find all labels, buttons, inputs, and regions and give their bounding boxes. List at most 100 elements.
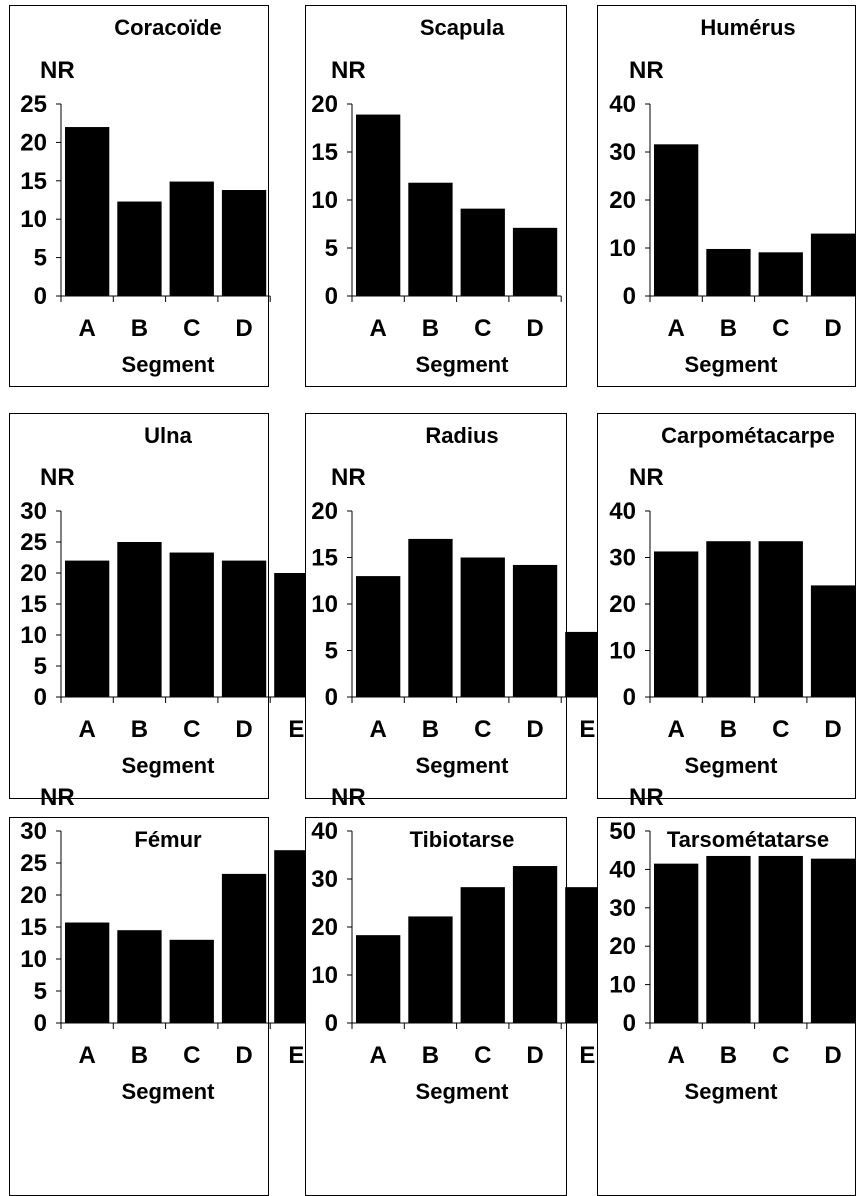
- chart-panel-5: Radius NR 0 5 10 15 20 A B C D E Segment: [305, 413, 614, 799]
- x-tick-label: B: [131, 716, 148, 743]
- y-tick-label: 0: [325, 283, 338, 310]
- x-tick-label: B: [720, 716, 737, 743]
- chart-title: Tarsométatarse: [667, 827, 829, 852]
- chart-frame: [597, 5, 856, 387]
- y-tick-label: 20: [20, 882, 47, 909]
- x-tick-label: D: [235, 716, 252, 743]
- bar-B: [408, 538, 453, 697]
- chart-title: Humérus: [700, 15, 795, 40]
- y-tick-label: 30: [609, 139, 636, 166]
- y-tick-label: 5: [34, 245, 47, 272]
- x-axis-label: Segment: [685, 352, 779, 377]
- y-tick-label: 0: [325, 1010, 338, 1037]
- x-tick-label: B: [720, 1042, 737, 1069]
- y-axis-label: NR: [629, 784, 664, 811]
- y-tick-label: 5: [325, 638, 338, 665]
- y-axis-label: NR: [331, 464, 366, 491]
- x-tick-label: C: [183, 1042, 200, 1069]
- bar-C: [758, 855, 803, 1023]
- x-tick-label: E: [579, 716, 595, 743]
- bar-B: [706, 855, 751, 1023]
- y-axis-label: NR: [629, 464, 664, 491]
- x-tick-label: C: [772, 1042, 789, 1069]
- y-tick-label: 25: [20, 529, 47, 556]
- bar-C: [460, 557, 505, 697]
- bar-A: [654, 551, 699, 697]
- chart-panel-2: Scapula NR 0 5 10 15 20 A B C D Segment: [305, 5, 567, 387]
- bar-B: [706, 541, 751, 697]
- y-tick-label: 20: [311, 498, 338, 525]
- chart-panel-3: HumérusNR010203040ABCDESegment: [597, 5, 856, 387]
- bar-C: [169, 181, 214, 296]
- bar-A: [356, 576, 401, 697]
- x-tick-label: A: [369, 716, 386, 743]
- x-tick-label: A: [667, 315, 684, 342]
- x-tick-label: E: [288, 1042, 304, 1069]
- y-tick-label: 50: [609, 818, 636, 845]
- y-tick-label: 15: [20, 914, 47, 941]
- x-tick-label: E: [579, 1042, 595, 1069]
- y-tick-label: 25: [20, 850, 47, 877]
- bar-B: [408, 182, 453, 296]
- chart-panel-7: Fémur NR 0 5 10 15 20 25 30 A B C D E Segment: [9, 784, 323, 1196]
- x-tick-label: A: [78, 315, 95, 342]
- y-tick-label: 10: [609, 972, 636, 999]
- x-tick-label: B: [422, 315, 439, 342]
- chart-panel-8: Tibiotarse NR 0 10 20 30 40 A B C D E Segment: [305, 784, 614, 1196]
- bar-D: [512, 866, 558, 1023]
- y-tick-label: 20: [20, 560, 47, 587]
- x-tick-label: C: [474, 315, 491, 342]
- y-axis-label: NR: [40, 784, 75, 811]
- x-axis-label: Segment: [122, 753, 216, 778]
- y-tick-label: 20: [609, 933, 636, 960]
- x-tick-label: A: [667, 1042, 684, 1069]
- x-tick-label: C: [474, 716, 491, 743]
- x-tick-label: D: [526, 315, 543, 342]
- chart-title: Ulna: [144, 423, 192, 448]
- bar-B: [408, 916, 453, 1023]
- x-tick-label: A: [78, 1042, 95, 1069]
- bar-C: [169, 552, 214, 697]
- bar-D: [512, 564, 558, 697]
- bar-C: [758, 541, 803, 697]
- x-tick-label: C: [474, 1042, 491, 1069]
- y-tick-label: 10: [311, 187, 338, 214]
- y-axis-label: NR: [331, 57, 366, 84]
- bar-A: [356, 114, 401, 296]
- chart-title: Fémur: [134, 827, 202, 852]
- x-tick-label: E: [288, 716, 304, 743]
- x-tick-label: B: [720, 315, 737, 342]
- y-tick-label: 30: [609, 545, 636, 572]
- x-tick-label: B: [422, 716, 439, 743]
- x-tick-label: A: [78, 716, 95, 743]
- y-tick-label: 15: [311, 139, 338, 166]
- bar-C: [460, 208, 505, 296]
- y-tick-label: 40: [609, 498, 636, 525]
- x-axis-label: Segment: [416, 1079, 510, 1104]
- y-tick-label: 20: [609, 591, 636, 618]
- bar-A: [65, 127, 110, 296]
- x-axis-label: Segment: [122, 1079, 216, 1104]
- bar-A: [654, 144, 699, 296]
- y-tick-label: 10: [609, 638, 636, 665]
- bar-C: [169, 939, 214, 1023]
- x-tick-label: D: [235, 1042, 252, 1069]
- x-tick-label: D: [526, 716, 543, 743]
- y-tick-label: 0: [34, 283, 47, 310]
- x-tick-label: A: [369, 1042, 386, 1069]
- bar-C: [758, 252, 803, 296]
- y-tick-label: 30: [20, 498, 47, 525]
- bar-C: [460, 887, 505, 1023]
- x-axis-label: Segment: [416, 352, 510, 377]
- x-tick-label: A: [667, 716, 684, 743]
- chart-panel-1: Coracoïde NR 0 5 10 15 20 25 A B C D Segment: [9, 5, 271, 387]
- x-tick-label: C: [772, 315, 789, 342]
- bar-B: [117, 930, 162, 1023]
- chart-title: Coracoïde: [114, 15, 222, 40]
- chart-title: Carpométacarpe: [661, 423, 835, 448]
- bar-D: [810, 858, 856, 1023]
- y-tick-label: 20: [311, 91, 338, 118]
- y-axis-label: NR: [629, 57, 664, 84]
- y-tick-label: 5: [325, 235, 338, 262]
